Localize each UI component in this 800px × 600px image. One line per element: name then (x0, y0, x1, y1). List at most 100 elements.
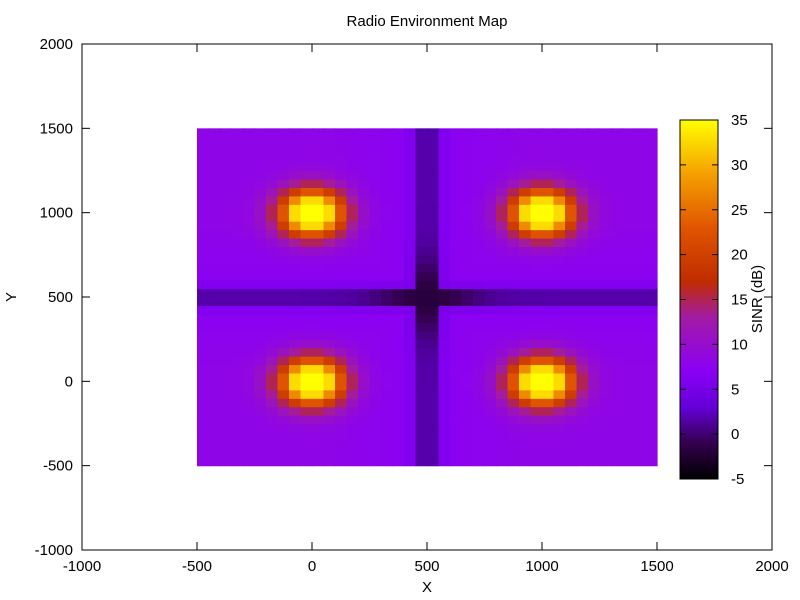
heatmap-cell (312, 288, 325, 298)
heatmap-cell (484, 448, 497, 458)
heatmap-cell (496, 406, 509, 416)
heatmap-cell (530, 204, 543, 214)
heatmap-cell (599, 178, 612, 188)
heatmap-cell (243, 145, 256, 155)
heatmap-cell (197, 347, 210, 357)
x-tick-label: 0 (308, 558, 316, 575)
heatmap-cell (496, 221, 509, 231)
heatmap-cell (553, 330, 566, 340)
heatmap-cell (530, 229, 543, 239)
heatmap-cell (519, 322, 532, 332)
heatmap-cell (369, 128, 382, 138)
heatmap-cell (588, 254, 601, 264)
heatmap-cell (496, 136, 509, 146)
heatmap-cell (243, 254, 256, 264)
heatmap-cell (634, 322, 647, 332)
heatmap-cell (542, 254, 555, 264)
heatmap-cell (473, 431, 486, 441)
heatmap-cell (208, 128, 221, 138)
heatmap-cell (473, 280, 486, 290)
heatmap-cell (622, 457, 635, 467)
heatmap-cell (415, 356, 428, 366)
heatmap-cell (634, 271, 647, 281)
heatmap-cell (496, 297, 509, 307)
heatmap-cell (634, 339, 647, 349)
heatmap-cell (335, 381, 348, 391)
heatmap-cell (438, 280, 451, 290)
heatmap-cell (323, 170, 336, 180)
heatmap-cell (473, 263, 486, 273)
heatmap-cell (438, 229, 451, 239)
heatmap-cell (277, 423, 290, 433)
heatmap-cell (622, 313, 635, 323)
heatmap-cell (254, 322, 267, 332)
heatmap-cell (254, 313, 267, 323)
heatmap-cell (599, 457, 612, 467)
heatmap-cell (622, 347, 635, 357)
heatmap-cell (346, 415, 359, 425)
heatmap-cell (599, 440, 612, 450)
heatmap-cell (300, 440, 313, 450)
heatmap-cell (611, 288, 624, 298)
heatmap-cell (461, 347, 474, 357)
heatmap-cell (300, 457, 313, 467)
heatmap-cell (415, 170, 428, 180)
colorbar-tick-label: 30 (731, 157, 748, 174)
heatmap-cell (323, 153, 336, 163)
heatmap-cell (553, 288, 566, 298)
x-tick-label: -1000 (63, 558, 101, 575)
heatmap-cell (289, 136, 302, 146)
heatmap-cell (542, 339, 555, 349)
heatmap-cell (565, 448, 578, 458)
heatmap-cell (369, 339, 382, 349)
heatmap-cell (300, 347, 313, 357)
heatmap-cell (289, 128, 302, 138)
heatmap-cell (599, 305, 612, 315)
heatmap-cell (611, 153, 624, 163)
heatmap-cell (450, 364, 463, 374)
heatmap-cell (496, 423, 509, 433)
heatmap-cell (266, 237, 279, 247)
heatmap-cell (243, 271, 256, 281)
heatmap-cell (392, 330, 405, 340)
heatmap-cell (392, 305, 405, 315)
heatmap-cell (335, 246, 348, 256)
heatmap-cell (450, 330, 463, 340)
heatmap-cell (450, 440, 463, 450)
heatmap-cell (519, 221, 532, 231)
heatmap-cell (450, 415, 463, 425)
heatmap-cell (277, 457, 290, 467)
heatmap-cell (392, 398, 405, 408)
heatmap-cell (415, 313, 428, 323)
heatmap-cell (427, 356, 440, 366)
heatmap-cell (450, 297, 463, 307)
heatmap-cell (415, 431, 428, 441)
heatmap-cell (634, 263, 647, 273)
heatmap-cell (415, 178, 428, 188)
heatmap-cell (266, 356, 279, 366)
heatmap-cell (507, 229, 520, 239)
heatmap-cell (208, 398, 221, 408)
heatmap-cell (427, 431, 440, 441)
heatmap-cell (565, 170, 578, 180)
heatmap-cell (369, 162, 382, 172)
heatmap-cell (289, 178, 302, 188)
heatmap-cell (588, 136, 601, 146)
heatmap-cell (496, 204, 509, 214)
heatmap-cell (254, 398, 267, 408)
heatmap-cell (289, 423, 302, 433)
heatmap-cell (473, 229, 486, 239)
heatmap-cell (277, 212, 290, 222)
heatmap-cell (231, 263, 244, 273)
heatmap-cell (266, 288, 279, 298)
heatmap-cell (300, 170, 313, 180)
heatmap-cell (243, 229, 256, 239)
heatmap-cell (576, 423, 589, 433)
heatmap-cell (588, 263, 601, 273)
heatmap-cell (438, 128, 451, 138)
heatmap-cell (323, 212, 336, 222)
heatmap-cell (473, 271, 486, 281)
heatmap-cell (542, 246, 555, 256)
heatmap-cell (346, 440, 359, 450)
